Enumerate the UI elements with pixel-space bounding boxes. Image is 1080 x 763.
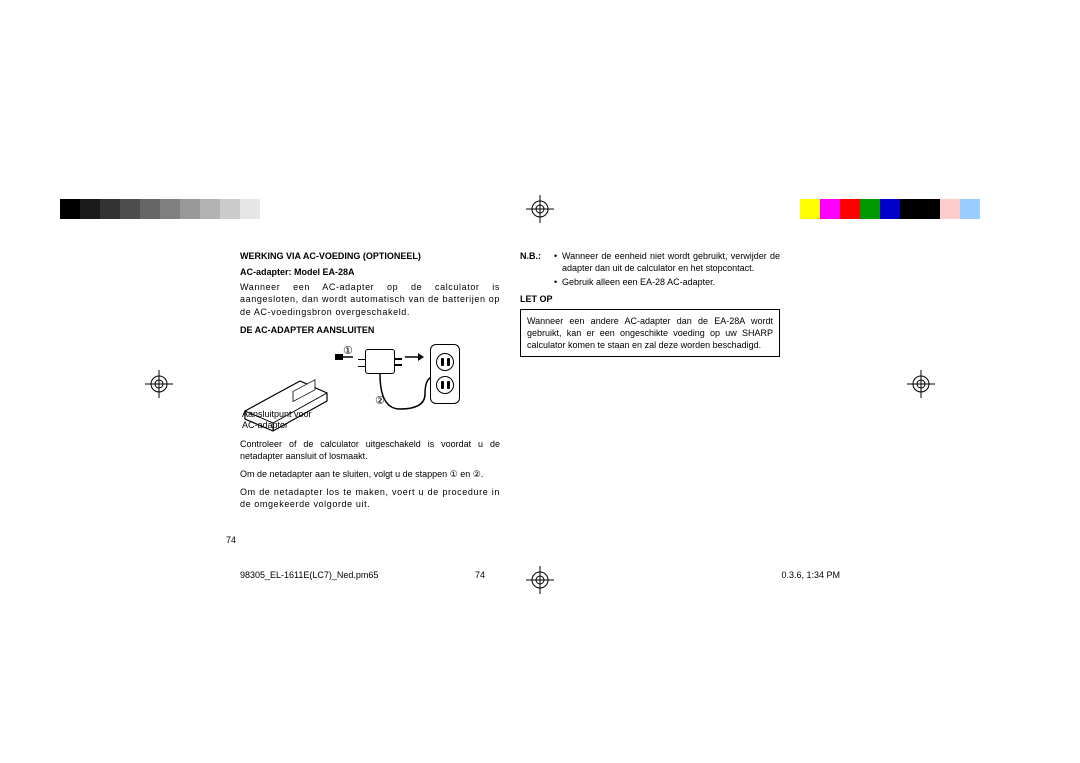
gray-swatch [80,199,100,219]
step-1-marker: ① [343,344,353,359]
right-column: N.B.: •Wanneer de eenheid niet wordt geb… [520,250,780,517]
caution-heading: LET OP [520,293,780,305]
gray-swatch [220,199,240,219]
gray-swatch [140,199,160,219]
color-swatch [880,199,900,219]
nb-item-2: Gebruik alleen een EA-28 AC-adapter. [562,276,715,288]
gray-swatch [200,199,220,219]
gray-swatch [180,199,200,219]
adapter-icon [365,349,395,374]
color-swatch [860,199,880,219]
connect-steps-paragraph: Om de netadapter aan te sluiten, volgt u… [240,468,500,480]
footer-page: 74 [475,570,485,580]
color-swatch [1000,199,1020,219]
color-swatch [800,199,820,219]
intro-paragraph: Wanneer een AC-adapter op de calculator … [240,281,500,317]
wall-outlet-icon [430,344,460,404]
color-swatch [980,199,1000,219]
gray-swatch [100,199,120,219]
page-number: 74 [226,535,236,545]
nb-item-1: Wanneer de eenheid niet wordt gebruikt, … [562,250,780,274]
color-swatch [820,199,840,219]
gray-swatch [120,199,140,219]
footer-timestamp: 0.3.6, 1:34 PM [781,570,840,580]
section-title: WERKING VIA AC-VOEDING (OPTIONEEL) [240,250,500,262]
connect-heading: DE AC-ADAPTER AANSLUITEN [240,324,500,336]
gray-swatch [160,199,180,219]
footer-file: 98305_EL-1611E(LC7)_Ned.pm65 [240,570,378,580]
color-swatch [840,199,860,219]
gray-swatch [260,199,280,219]
print-footer: 98305_EL-1611E(LC7)_Ned.pm65 74 0.3.6, 1… [240,570,840,580]
disconnect-paragraph: Om de netadapter los te maken, voert u d… [240,486,500,510]
gray-swatch [60,199,80,219]
registration-mark-left [145,370,173,403]
registration-mark-right [907,370,935,403]
color-swatch [920,199,940,219]
manual-page: 74 WERKING VIA AC-VOEDING (OPTIONEEL) AC… [240,250,840,570]
left-column: WERKING VIA AC-VOEDING (OPTIONEEL) AC-ad… [240,250,500,517]
print-color-bar [0,195,1080,223]
diagram-label: Aansluitpunt voor AC-adaptor [242,409,312,431]
nb-label: N.B.: [520,250,554,290]
color-swatch [900,199,920,219]
color-swatch-strip [800,199,1020,219]
color-swatch [940,199,960,219]
step-2-marker: ② [375,394,385,409]
color-swatch [960,199,980,219]
gray-swatch-strip [60,199,280,219]
check-off-paragraph: Controleer of de calculator uitgeschakel… [240,438,500,462]
nb-block: N.B.: •Wanneer de eenheid niet wordt geb… [520,250,780,290]
gray-swatch [240,199,260,219]
adapter-model: AC-adapter: Model EA-28A [240,266,500,278]
caution-box: Wanneer een andere AC-adapter dan de EA-… [520,309,780,357]
registration-mark-top [526,195,554,223]
adapter-diagram: ① ② Aansluitpunt voor AC-adaptor [240,339,500,434]
